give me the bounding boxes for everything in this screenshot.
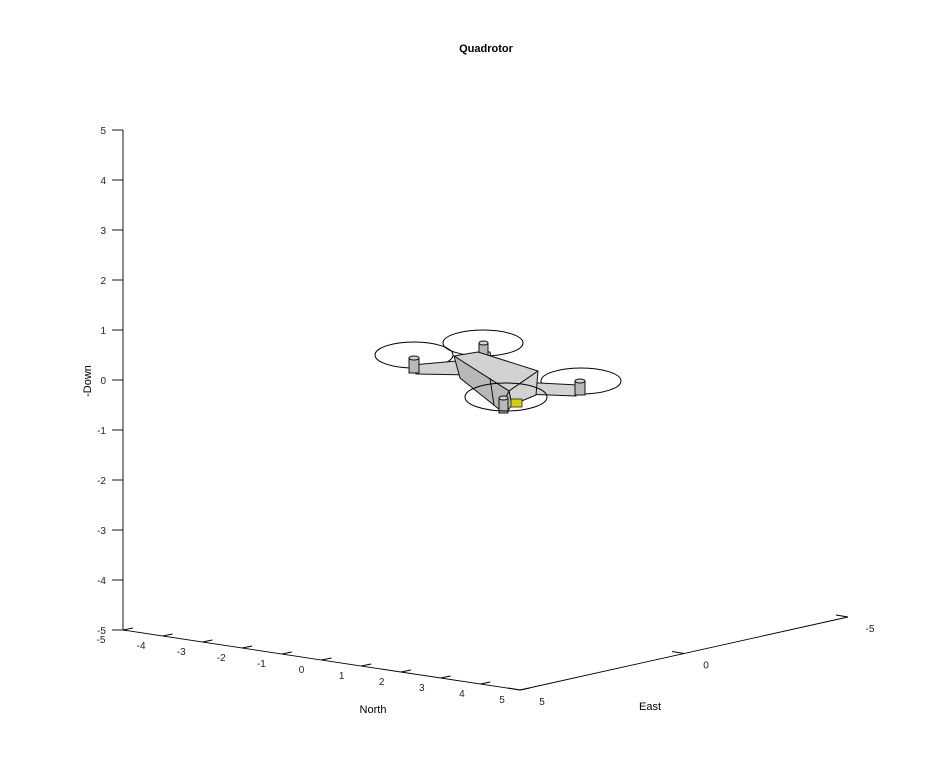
- x-tick-mark: [122, 627, 134, 631]
- x-tick-label: 0: [299, 665, 305, 676]
- y-tick-mark: [671, 651, 685, 654]
- x-tick-label: 5: [499, 695, 505, 706]
- z-tick-label: -5: [97, 626, 106, 637]
- x-tick-mark: [361, 663, 372, 667]
- motor-front: [498, 395, 509, 414]
- y-tick-label: 5: [539, 697, 545, 708]
- x-tick-mark: [519, 687, 531, 691]
- y-axis-ticks: 5 0 -5: [507, 614, 875, 708]
- y-tick-mark: [835, 614, 849, 618]
- x-tick-label: -3: [177, 647, 186, 658]
- x-tick-mark: [400, 669, 411, 673]
- y-axis-label: East: [639, 701, 661, 713]
- x-tick-label: -1: [257, 659, 266, 670]
- z-tick-label: 2: [100, 276, 106, 287]
- propeller-ring-front: [464, 382, 548, 412]
- x-tick-mark: [440, 675, 451, 679]
- x-tick-mark: [162, 633, 173, 637]
- motor-right: [574, 378, 586, 396]
- camera-gimbal: [510, 398, 523, 408]
- x-tick-label: 1: [339, 671, 345, 682]
- x-tick-label: -4: [137, 641, 146, 652]
- x-tick-label: -5: [97, 635, 106, 646]
- x-tick-label: -2: [217, 653, 226, 664]
- z-axis-label: -Down: [82, 365, 94, 397]
- chart-title: Quadrotor: [459, 43, 513, 55]
- quadrotor-model: [374, 329, 622, 414]
- y-tick-label: -5: [866, 624, 875, 635]
- x-tick-label: 3: [419, 683, 425, 694]
- z-tick-label: 1: [100, 326, 106, 337]
- x-tick-mark: [281, 651, 292, 655]
- z-tick-label: 4: [100, 176, 106, 187]
- x-tick-label: 4: [459, 689, 465, 700]
- x-axis-ticks: -5 -4 -3 -2 -1 0 1 2 3 4 5: [97, 627, 531, 706]
- z-tick-label: -4: [97, 576, 106, 587]
- z-tick-label: 0: [100, 376, 106, 387]
- y-tick-mark: [507, 687, 521, 691]
- z-tick-label: -3: [97, 526, 106, 537]
- motor-left: [408, 355, 420, 374]
- z-tick-label: 5: [100, 126, 106, 137]
- z-axis-ticks: 5 4 3 2 1 0 -1 -2 -3 -4 -5: [97, 126, 123, 637]
- x-tick-mark: [480, 681, 491, 685]
- x-tick-label: 2: [379, 677, 385, 688]
- z-tick-label: 3: [100, 226, 106, 237]
- x-tick-mark: [321, 657, 332, 661]
- z-tick-label: -1: [97, 426, 106, 437]
- y-tick-label: 0: [703, 661, 709, 672]
- x-tick-mark: [242, 645, 253, 649]
- x-axis-label: North: [360, 704, 387, 716]
- z-tick-label: -2: [97, 476, 106, 487]
- body-edge: [489, 377, 495, 406]
- x-tick-mark: [202, 639, 213, 643]
